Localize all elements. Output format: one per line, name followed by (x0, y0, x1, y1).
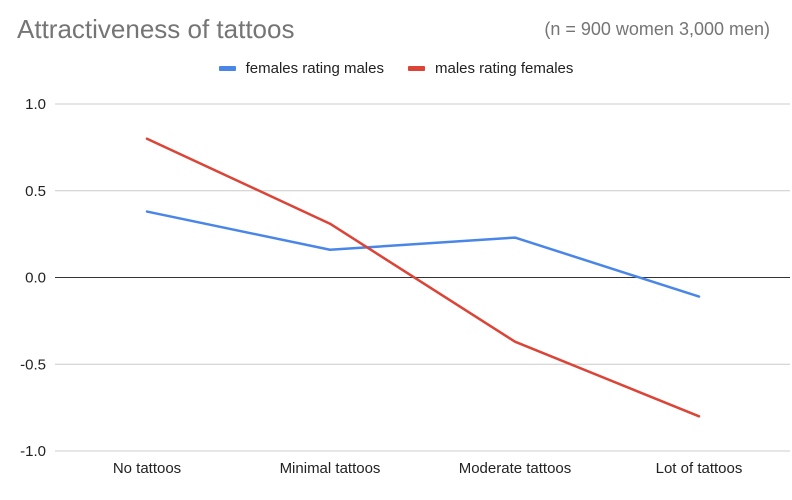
y-tick-label: -0.5 (20, 356, 46, 373)
legend-item-males-rating-females: males rating females (408, 60, 573, 77)
x-tick-label: No tattoos (113, 460, 181, 477)
legend: females rating males males rating female… (0, 60, 792, 77)
legend-swatch-red (408, 66, 425, 71)
legend-swatch-blue (218, 66, 236, 71)
series-line-0 (145, 210, 701, 298)
chart-subtitle: (n = 900 women 3,000 men) (544, 19, 770, 39)
chart-title: Attractiveness of tattoos (17, 14, 295, 44)
legend-item-females-rating-males: females rating males (218, 60, 384, 77)
y-tick-label: 0.5 (25, 183, 46, 200)
y-tick-label: 0.0 (25, 270, 46, 287)
legend-label: males rating females (435, 60, 574, 77)
y-tick-label: -1.0 (20, 443, 46, 460)
x-tick-label: Minimal tattoos (280, 460, 381, 477)
y-tick-label: 1.0 (25, 96, 46, 113)
legend-label: females rating males (245, 60, 384, 77)
x-tick-label: Lot of tattoos (656, 460, 743, 477)
series-line-1 (145, 137, 701, 418)
x-tick-label: Moderate tattoos (459, 460, 572, 477)
